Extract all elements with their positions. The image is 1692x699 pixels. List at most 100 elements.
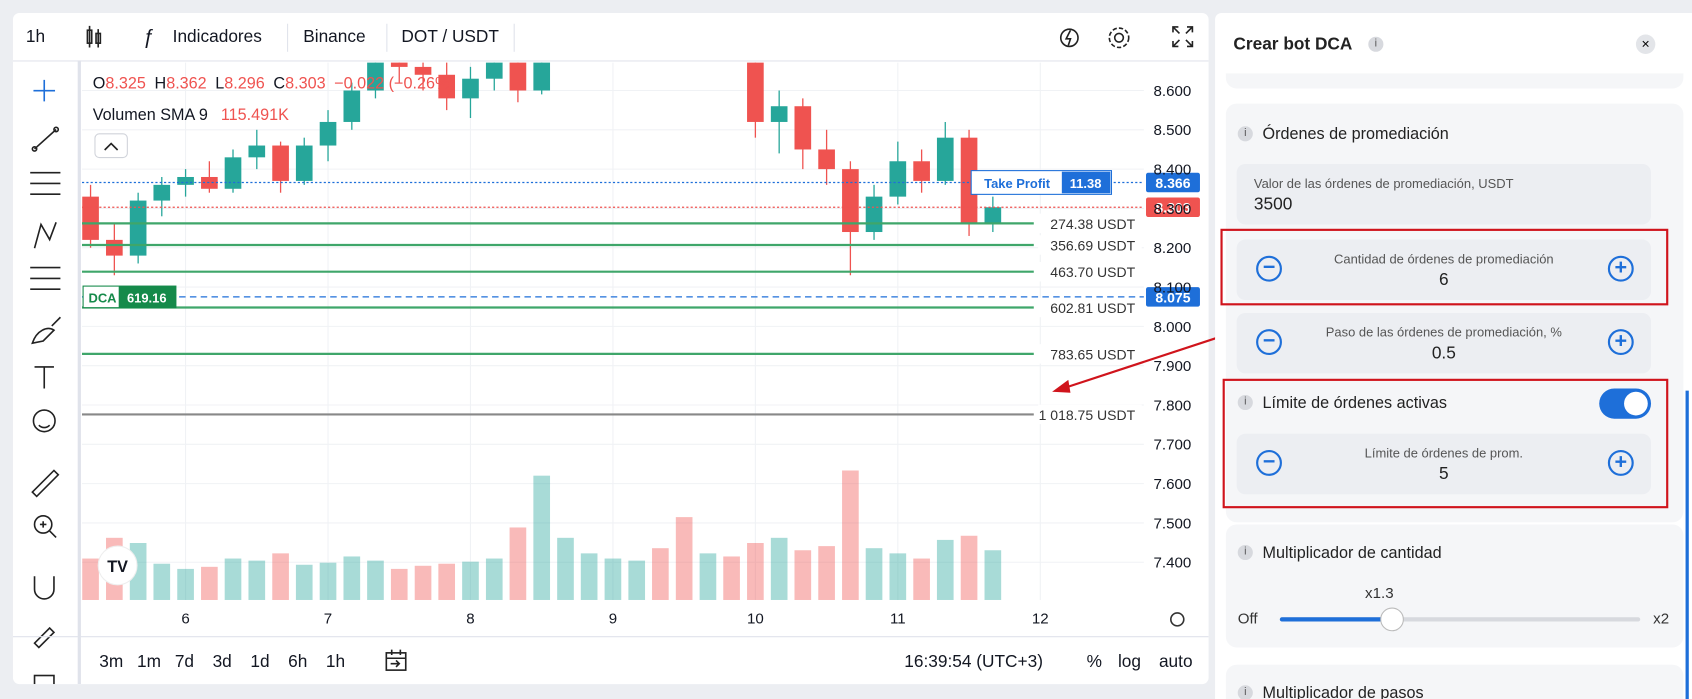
- divider: [513, 23, 515, 52]
- indicators-button[interactable]: Indicadores: [172, 28, 262, 47]
- volume-bar: [818, 546, 835, 600]
- divider: [77, 60, 81, 685]
- slider-value: x1.3: [1365, 583, 1394, 602]
- range-button[interactable]: 7d: [174, 652, 195, 672]
- tp-amount: 11.38: [1070, 176, 1102, 191]
- candle-body: [82, 196, 99, 240]
- candle-body: [700, 28, 717, 36]
- candle-body: [248, 145, 266, 158]
- ruler-tool[interactable]: [31, 469, 60, 498]
- emoji-tool[interactable]: [32, 409, 56, 433]
- auto-button[interactable]: auto: [1158, 652, 1193, 672]
- order-label: 463.70 USDT: [1050, 264, 1135, 280]
- legend-value: 8.303: [285, 74, 325, 92]
- candle-body: [272, 145, 289, 181]
- pair-button[interactable]: DOT / USDT: [401, 28, 499, 47]
- date-range-icon[interactable]: [382, 647, 410, 675]
- cross-tool[interactable]: [33, 79, 56, 102]
- range-button[interactable]: 1m: [137, 652, 162, 672]
- volume-bar: [272, 553, 289, 600]
- volume-bar: [533, 475, 551, 600]
- tp-amount-bg: [1061, 171, 1111, 194]
- brush-tool[interactable]: [31, 316, 62, 345]
- interval-button[interactable]: 1h: [25, 28, 46, 47]
- info-icon[interactable]: i: [1237, 394, 1253, 411]
- range-button[interactable]: 6h: [288, 652, 308, 672]
- alert-icon[interactable]: [1058, 24, 1084, 52]
- fullscreen-icon[interactable]: [1170, 24, 1196, 52]
- settings-icon[interactable]: [1105, 24, 1133, 52]
- volume-bar: [343, 556, 361, 600]
- candle-body: [936, 137, 954, 181]
- candle-icon[interactable]: [82, 24, 106, 52]
- range-button[interactable]: 1h: [325, 652, 346, 672]
- y-tick-label: 8.500: [1154, 122, 1192, 139]
- price-chart: 274.38 USDT 356.69 USDT 463.70 USDT 602.81 …: [12, 28, 1209, 638]
- candle-body: [414, 66, 432, 75]
- candle-body: [509, 62, 527, 91]
- scrollbar[interactable]: [1685, 390, 1689, 699]
- lock-tool[interactable]: [33, 674, 55, 685]
- card: i Órdenes de promediación Valor de las ó…: [1225, 103, 1684, 523]
- candle-body: [723, 28, 740, 48]
- candle-body: [319, 121, 337, 146]
- volume-bar: [319, 562, 337, 600]
- percent-button[interactable]: %: [1086, 652, 1103, 672]
- log-button[interactable]: log: [1117, 652, 1141, 672]
- minus-button[interactable]: −: [1256, 449, 1282, 476]
- magnet-tool[interactable]: [33, 576, 55, 600]
- collapse-button[interactable]: [94, 133, 128, 159]
- candle-body: [177, 176, 194, 185]
- y-tick-label: 7.700: [1154, 437, 1192, 454]
- volume-bar: [414, 565, 432, 600]
- price-badge-label: 8.366: [1155, 175, 1190, 191]
- divider: [287, 23, 289, 52]
- info-icon[interactable]: i: [1237, 126, 1253, 142]
- volume-bar: [842, 470, 859, 600]
- toggle[interactable]: [1599, 388, 1652, 419]
- range-button[interactable]: 1d: [250, 652, 270, 672]
- plus-button[interactable]: +: [1607, 449, 1634, 476]
- volume-bar: [367, 560, 384, 600]
- card: i Multiplicador de pasos: [1225, 664, 1684, 699]
- candle-body: [129, 200, 147, 256]
- pattern-tool[interactable]: [33, 222, 57, 249]
- candle-body: [747, 62, 764, 122]
- candle-body: [390, 62, 408, 67]
- lock-draw-tool[interactable]: [33, 626, 56, 649]
- range-button[interactable]: 3m: [99, 652, 124, 672]
- line-tool[interactable]: [33, 128, 57, 150]
- zoom-tool[interactable]: [33, 515, 53, 534]
- close-button[interactable]: ×: [1635, 34, 1656, 54]
- info-icon[interactable]: i: [1368, 36, 1384, 52]
- minus-button[interactable]: −: [1256, 255, 1282, 282]
- candle-body: [913, 161, 930, 181]
- slider-track[interactable]: [1279, 617, 1641, 622]
- candle-body: [960, 137, 978, 225]
- field-label: Paso de las órdenes de promediación, %: [1325, 324, 1562, 340]
- info-icon[interactable]: i: [1237, 544, 1253, 561]
- x-tick-label: 10: [747, 611, 764, 628]
- slider-thumb[interactable]: [1380, 607, 1404, 632]
- input-field[interactable]: Valor de las órdenes de promediación, US…: [1236, 164, 1652, 225]
- candle-body: [984, 207, 1002, 225]
- fx-icon[interactable]: ƒ: [142, 25, 154, 49]
- plus-button[interactable]: +: [1607, 329, 1634, 356]
- lines-tool[interactable]: [30, 171, 61, 196]
- volume-bar: [652, 548, 669, 600]
- exchange-button[interactable]: Binance: [303, 28, 366, 47]
- minus-button[interactable]: −: [1256, 329, 1282, 356]
- range-button[interactable]: 3d: [212, 652, 232, 672]
- legend-value: 8.362: [166, 74, 206, 92]
- x-tick-label: 9: [609, 611, 617, 628]
- legend-key: L: [215, 74, 224, 92]
- volume-bar: [82, 558, 99, 600]
- dca-tag-label: DCA: [88, 290, 116, 305]
- plus-button[interactable]: +: [1607, 255, 1634, 282]
- text-tool[interactable]: [34, 366, 54, 389]
- order-label: 783.65 USDT: [1050, 346, 1135, 362]
- fib-tool[interactable]: [30, 266, 61, 291]
- info-icon[interactable]: i: [1237, 685, 1253, 699]
- axis-settings[interactable]: [1170, 612, 1185, 627]
